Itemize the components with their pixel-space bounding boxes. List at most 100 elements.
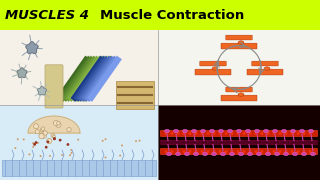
- Circle shape: [182, 150, 186, 153]
- Circle shape: [278, 150, 282, 153]
- Circle shape: [308, 150, 311, 153]
- Ellipse shape: [310, 152, 316, 156]
- Circle shape: [14, 147, 16, 149]
- Circle shape: [77, 139, 79, 141]
- Bar: [158, 30, 320, 105]
- Circle shape: [105, 156, 107, 158]
- Ellipse shape: [229, 152, 235, 156]
- Ellipse shape: [191, 129, 196, 133]
- Circle shape: [105, 138, 107, 140]
- Circle shape: [219, 132, 221, 135]
- Circle shape: [51, 134, 55, 138]
- Circle shape: [291, 150, 293, 153]
- Circle shape: [260, 132, 263, 135]
- Circle shape: [35, 141, 37, 144]
- Circle shape: [139, 140, 140, 142]
- Circle shape: [42, 133, 47, 138]
- Ellipse shape: [220, 152, 226, 156]
- Ellipse shape: [257, 152, 261, 156]
- Ellipse shape: [238, 93, 244, 96]
- Ellipse shape: [275, 152, 279, 156]
- Circle shape: [121, 145, 123, 147]
- Ellipse shape: [301, 152, 307, 156]
- Text: Muscle Contraction: Muscle Contraction: [100, 8, 244, 22]
- Circle shape: [230, 150, 234, 153]
- Ellipse shape: [175, 152, 180, 156]
- Circle shape: [273, 132, 276, 135]
- Ellipse shape: [300, 129, 305, 133]
- Circle shape: [32, 142, 34, 144]
- Circle shape: [206, 132, 210, 135]
- FancyBboxPatch shape: [226, 35, 252, 40]
- Circle shape: [17, 138, 19, 140]
- Circle shape: [35, 130, 39, 134]
- Circle shape: [308, 132, 311, 135]
- Circle shape: [236, 150, 239, 153]
- Ellipse shape: [228, 129, 233, 133]
- Circle shape: [219, 150, 221, 153]
- Circle shape: [43, 131, 47, 135]
- Circle shape: [23, 138, 25, 140]
- FancyBboxPatch shape: [200, 61, 226, 66]
- Ellipse shape: [236, 129, 242, 133]
- Ellipse shape: [291, 129, 295, 133]
- Circle shape: [59, 139, 61, 141]
- Ellipse shape: [182, 129, 188, 133]
- Circle shape: [40, 155, 42, 157]
- FancyBboxPatch shape: [252, 61, 278, 66]
- FancyBboxPatch shape: [161, 148, 317, 154]
- Circle shape: [291, 132, 293, 135]
- FancyBboxPatch shape: [221, 43, 257, 49]
- Ellipse shape: [203, 152, 207, 156]
- Circle shape: [39, 134, 44, 139]
- Circle shape: [56, 122, 61, 127]
- Circle shape: [53, 137, 56, 140]
- Circle shape: [225, 150, 228, 153]
- FancyBboxPatch shape: [226, 87, 252, 92]
- Circle shape: [302, 150, 306, 153]
- Circle shape: [195, 132, 197, 135]
- FancyBboxPatch shape: [45, 65, 63, 108]
- Circle shape: [278, 132, 282, 135]
- Bar: [116, 81, 154, 109]
- Circle shape: [102, 140, 104, 142]
- Ellipse shape: [212, 152, 217, 156]
- Circle shape: [61, 154, 63, 156]
- Circle shape: [284, 132, 287, 135]
- Circle shape: [40, 129, 43, 132]
- Ellipse shape: [263, 129, 268, 133]
- Circle shape: [267, 150, 269, 153]
- Circle shape: [188, 150, 191, 153]
- Bar: [0, 105, 158, 180]
- FancyBboxPatch shape: [247, 69, 283, 75]
- Ellipse shape: [264, 67, 270, 70]
- Circle shape: [45, 146, 48, 149]
- Circle shape: [201, 150, 204, 153]
- Circle shape: [164, 150, 167, 153]
- Circle shape: [297, 132, 300, 135]
- Circle shape: [201, 132, 204, 135]
- Ellipse shape: [219, 129, 223, 133]
- Circle shape: [46, 140, 49, 143]
- Ellipse shape: [212, 67, 218, 70]
- Circle shape: [47, 138, 52, 143]
- Ellipse shape: [164, 129, 170, 133]
- Circle shape: [243, 150, 245, 153]
- Polygon shape: [28, 116, 80, 133]
- Ellipse shape: [210, 129, 214, 133]
- Ellipse shape: [173, 129, 179, 133]
- Ellipse shape: [238, 152, 244, 156]
- Circle shape: [119, 155, 121, 157]
- Circle shape: [249, 132, 252, 135]
- Ellipse shape: [282, 129, 286, 133]
- Circle shape: [53, 138, 56, 140]
- Circle shape: [171, 150, 173, 153]
- Ellipse shape: [166, 152, 172, 156]
- Circle shape: [32, 146, 34, 148]
- Circle shape: [41, 127, 45, 130]
- Circle shape: [49, 155, 51, 157]
- Ellipse shape: [292, 152, 298, 156]
- Polygon shape: [37, 86, 46, 95]
- Circle shape: [297, 150, 300, 153]
- Circle shape: [34, 124, 39, 129]
